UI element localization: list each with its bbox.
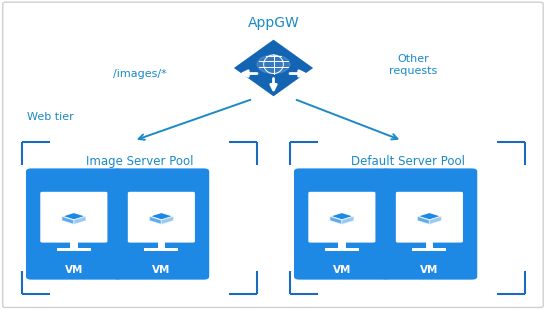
Bar [57, 248, 91, 251]
Text: VM: VM [333, 265, 351, 275]
FancyBboxPatch shape [3, 2, 543, 307]
Circle shape [257, 55, 290, 74]
Polygon shape [62, 216, 74, 224]
Polygon shape [62, 213, 86, 220]
FancyBboxPatch shape [382, 168, 477, 280]
Text: Image Server Pool: Image Server Pool [86, 154, 193, 167]
Bar [325, 248, 359, 251]
FancyBboxPatch shape [396, 192, 463, 243]
Polygon shape [429, 216, 441, 224]
Polygon shape [342, 216, 354, 224]
FancyBboxPatch shape [113, 168, 209, 280]
Polygon shape [74, 216, 86, 224]
Polygon shape [330, 216, 342, 224]
Bar [158, 241, 165, 248]
Bar [70, 241, 78, 248]
Polygon shape [161, 216, 173, 224]
Polygon shape [417, 213, 441, 220]
Bar [412, 248, 446, 251]
Polygon shape [149, 216, 161, 224]
Text: Other
requests: Other requests [389, 54, 437, 76]
Text: Web tier: Web tier [27, 112, 74, 122]
FancyBboxPatch shape [26, 168, 121, 280]
Text: VM: VM [420, 265, 439, 275]
FancyBboxPatch shape [294, 168, 389, 280]
Text: VM: VM [152, 265, 171, 275]
Text: AppGW: AppGW [248, 16, 299, 30]
Polygon shape [149, 213, 173, 220]
Polygon shape [232, 39, 315, 97]
Text: Default Server Pool: Default Server Pool [351, 154, 464, 167]
Bar [144, 248, 178, 251]
FancyBboxPatch shape [40, 192, 107, 243]
Bar [426, 241, 433, 248]
Text: VM: VM [65, 265, 83, 275]
Text: /images/*: /images/* [113, 69, 166, 79]
Polygon shape [417, 216, 429, 224]
Polygon shape [330, 213, 354, 220]
Bar [338, 241, 346, 248]
FancyBboxPatch shape [128, 192, 195, 243]
FancyBboxPatch shape [309, 192, 375, 243]
